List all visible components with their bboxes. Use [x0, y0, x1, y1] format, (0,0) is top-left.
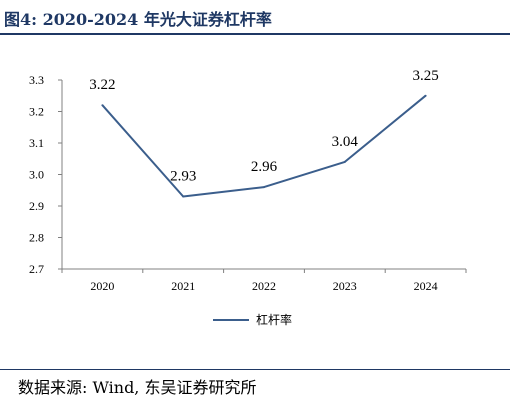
x-tick-label: 2022	[252, 279, 276, 293]
source-rule	[0, 369, 510, 370]
data-label: 3.04	[332, 134, 359, 150]
legend-label: 杠杆率	[256, 312, 292, 327]
data-point	[182, 195, 185, 198]
y-tick-label: 2.7	[29, 262, 44, 276]
series-group	[101, 94, 427, 198]
data-label: 2.93	[170, 169, 196, 185]
x-tick-label: 2023	[333, 279, 357, 293]
y-tick-label: 3.3	[29, 73, 44, 87]
y-tick-label: 3.0	[29, 168, 44, 182]
data-point	[101, 104, 104, 107]
y-tick-label: 3.1	[29, 136, 44, 150]
y-axis: 2.7 2.8 2.9 3.0 3.1 3.2 3.3	[29, 73, 63, 276]
y-tick-label: 2.8	[29, 231, 44, 245]
y-tick-label: 2.9	[29, 199, 44, 213]
data-labels: 3.22 2.93 2.96 3.04 3.25	[89, 68, 438, 185]
data-point	[343, 160, 346, 163]
title-rule	[0, 33, 510, 35]
x-tick-label: 2021	[171, 279, 195, 293]
series-line	[101, 94, 427, 198]
figure-title: 图4: 2020-2024 年光大证券杠杆率	[4, 10, 272, 29]
legend: 杠杆率	[213, 312, 292, 327]
data-label: 3.22	[89, 77, 115, 93]
data-label: 3.25	[412, 68, 438, 84]
x-tick-label: 2020	[90, 279, 114, 293]
y-tick-label: 3.2	[29, 105, 44, 119]
data-point	[263, 186, 265, 189]
data-label: 2.96	[251, 159, 278, 175]
x-axis: 2020 2021 2022 2023 2024	[61, 268, 467, 293]
source-note: 数据来源: Wind, 东吴证券研究所	[18, 378, 257, 397]
data-point	[424, 94, 427, 97]
x-tick-label: 2024	[414, 279, 438, 293]
